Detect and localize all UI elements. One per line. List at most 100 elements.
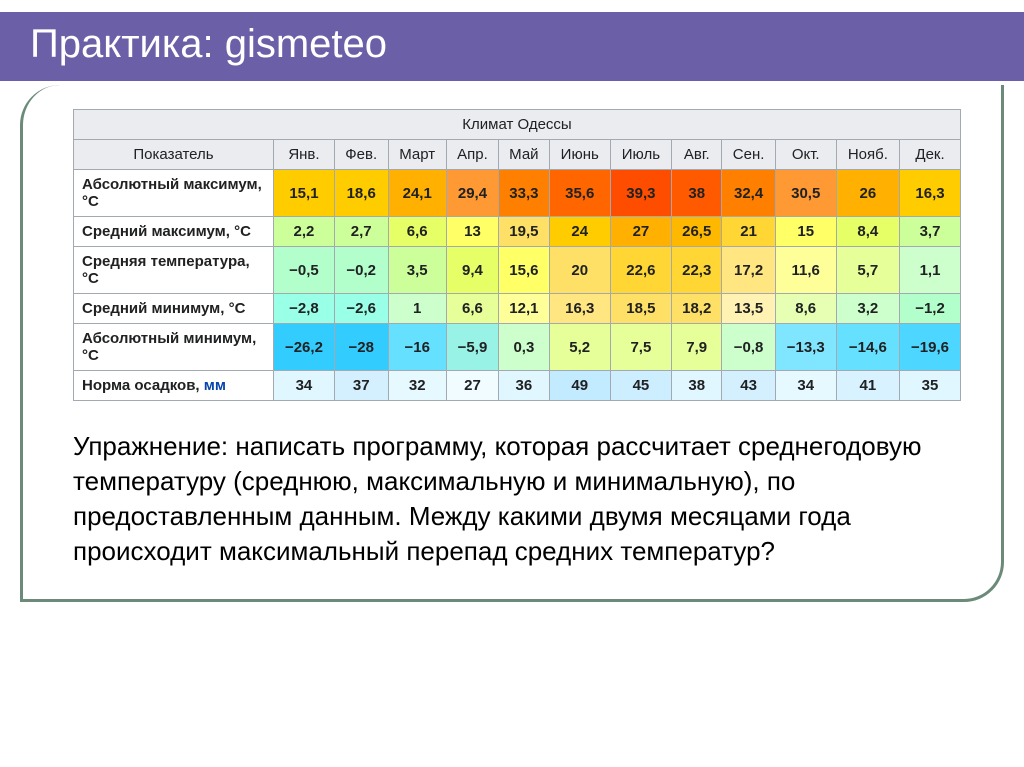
data-cell: 1 [388, 294, 446, 324]
data-cell: −0,8 [722, 324, 775, 371]
data-cell: 36 [499, 371, 550, 401]
data-cell: 19,5 [499, 217, 550, 247]
data-cell: 3,7 [900, 217, 961, 247]
row-label: Средний максимум, °C [74, 217, 274, 247]
data-cell: 2,2 [274, 217, 335, 247]
data-cell: 18,6 [334, 170, 388, 217]
data-cell: 15 [775, 217, 836, 247]
data-cell: 7,9 [672, 324, 722, 371]
data-cell: 5,2 [549, 324, 610, 371]
data-cell: −13,3 [775, 324, 836, 371]
table-body: Абсолютный максимум, °C15,118,624,129,43… [74, 170, 961, 401]
table-row: Средний минимум, °C−2,8−2,616,612,116,31… [74, 294, 961, 324]
data-cell: −19,6 [900, 324, 961, 371]
climate-table: Климат Одессы Показатель Янв.Фев.МартАпр… [73, 109, 961, 401]
data-cell: 11,6 [775, 247, 836, 294]
slide-header: Практика: gismeteo [0, 12, 1024, 81]
data-cell: 30,5 [775, 170, 836, 217]
data-cell: 15,1 [274, 170, 335, 217]
table-caption: Климат Одессы [74, 110, 961, 140]
data-cell: −0,2 [334, 247, 388, 294]
table-row: Норма осадков, мм34373227364945384334413… [74, 371, 961, 401]
row-label: Норма осадков, мм [74, 371, 274, 401]
month-header: Март [388, 140, 446, 170]
data-cell: 21 [722, 217, 775, 247]
table-caption-row: Климат Одессы [74, 110, 961, 140]
data-cell: 9,4 [446, 247, 498, 294]
corner-header: Показатель [74, 140, 274, 170]
data-cell: −28 [334, 324, 388, 371]
data-cell: 18,2 [672, 294, 722, 324]
data-cell: 35,6 [549, 170, 610, 217]
exercise-text: Упражнение: написать программу, которая … [73, 429, 961, 569]
data-cell: 49 [549, 371, 610, 401]
data-cell: 15,6 [499, 247, 550, 294]
data-cell: 7,5 [610, 324, 671, 371]
data-cell: 22,3 [672, 247, 722, 294]
data-cell: 8,4 [836, 217, 899, 247]
data-cell: 38 [672, 371, 722, 401]
data-cell: 32 [388, 371, 446, 401]
row-label: Средняя температура, °C [74, 247, 274, 294]
row-label: Абсолютный минимум, °C [74, 324, 274, 371]
data-cell: 5,7 [836, 247, 899, 294]
month-header: Май [499, 140, 550, 170]
data-cell: −0,5 [274, 247, 335, 294]
data-cell: 45 [610, 371, 671, 401]
month-header: Апр. [446, 140, 498, 170]
data-cell: 29,4 [446, 170, 498, 217]
month-header: Авг. [672, 140, 722, 170]
data-cell: −26,2 [274, 324, 335, 371]
data-cell: 32,4 [722, 170, 775, 217]
data-cell: 20 [549, 247, 610, 294]
data-cell: 43 [722, 371, 775, 401]
data-cell: −2,8 [274, 294, 335, 324]
data-cell: 34 [775, 371, 836, 401]
month-header: Фев. [334, 140, 388, 170]
row-label: Средний минимум, °C [74, 294, 274, 324]
month-header: Янв. [274, 140, 335, 170]
month-header: Нояб. [836, 140, 899, 170]
data-cell: 38 [672, 170, 722, 217]
slide-frame: Практика: gismeteo Климат Одессы Показат… [0, 0, 1024, 767]
data-cell: 16,3 [900, 170, 961, 217]
month-header: Июль [610, 140, 671, 170]
data-cell: −2,6 [334, 294, 388, 324]
data-cell: 26,5 [672, 217, 722, 247]
data-cell: 13 [446, 217, 498, 247]
data-cell: 3,5 [388, 247, 446, 294]
table-header-row: Показатель Янв.Фев.МартАпр.МайИюньИюльАв… [74, 140, 961, 170]
row-label: Абсолютный максимум, °C [74, 170, 274, 217]
content-box: Климат Одессы Показатель Янв.Фев.МартАпр… [20, 85, 1004, 602]
month-header: Июнь [549, 140, 610, 170]
data-cell: 2,7 [334, 217, 388, 247]
month-header: Дек. [900, 140, 961, 170]
data-cell: 3,2 [836, 294, 899, 324]
month-header: Окт. [775, 140, 836, 170]
data-cell: 27 [446, 371, 498, 401]
data-cell: 16,3 [549, 294, 610, 324]
data-cell: −5,9 [446, 324, 498, 371]
data-cell: 18,5 [610, 294, 671, 324]
data-cell: 24,1 [388, 170, 446, 217]
data-cell: 8,6 [775, 294, 836, 324]
data-cell: 37 [334, 371, 388, 401]
table-row: Абсолютный минимум, °C−26,2−28−16−5,90,3… [74, 324, 961, 371]
table-row: Средняя температура, °C−0,5−0,23,59,415,… [74, 247, 961, 294]
data-cell: 13,5 [722, 294, 775, 324]
data-cell: 6,6 [446, 294, 498, 324]
month-header: Сен. [722, 140, 775, 170]
data-cell: 27 [610, 217, 671, 247]
data-cell: 24 [549, 217, 610, 247]
data-cell: 41 [836, 371, 899, 401]
data-cell: 0,3 [499, 324, 550, 371]
data-cell: 33,3 [499, 170, 550, 217]
data-cell: 26 [836, 170, 899, 217]
slide-title: Практика: gismeteo [30, 22, 994, 67]
data-cell: −1,2 [900, 294, 961, 324]
data-cell: 12,1 [499, 294, 550, 324]
data-cell: −14,6 [836, 324, 899, 371]
table-row: Абсолютный максимум, °C15,118,624,129,43… [74, 170, 961, 217]
data-cell: 22,6 [610, 247, 671, 294]
data-cell: 6,6 [388, 217, 446, 247]
